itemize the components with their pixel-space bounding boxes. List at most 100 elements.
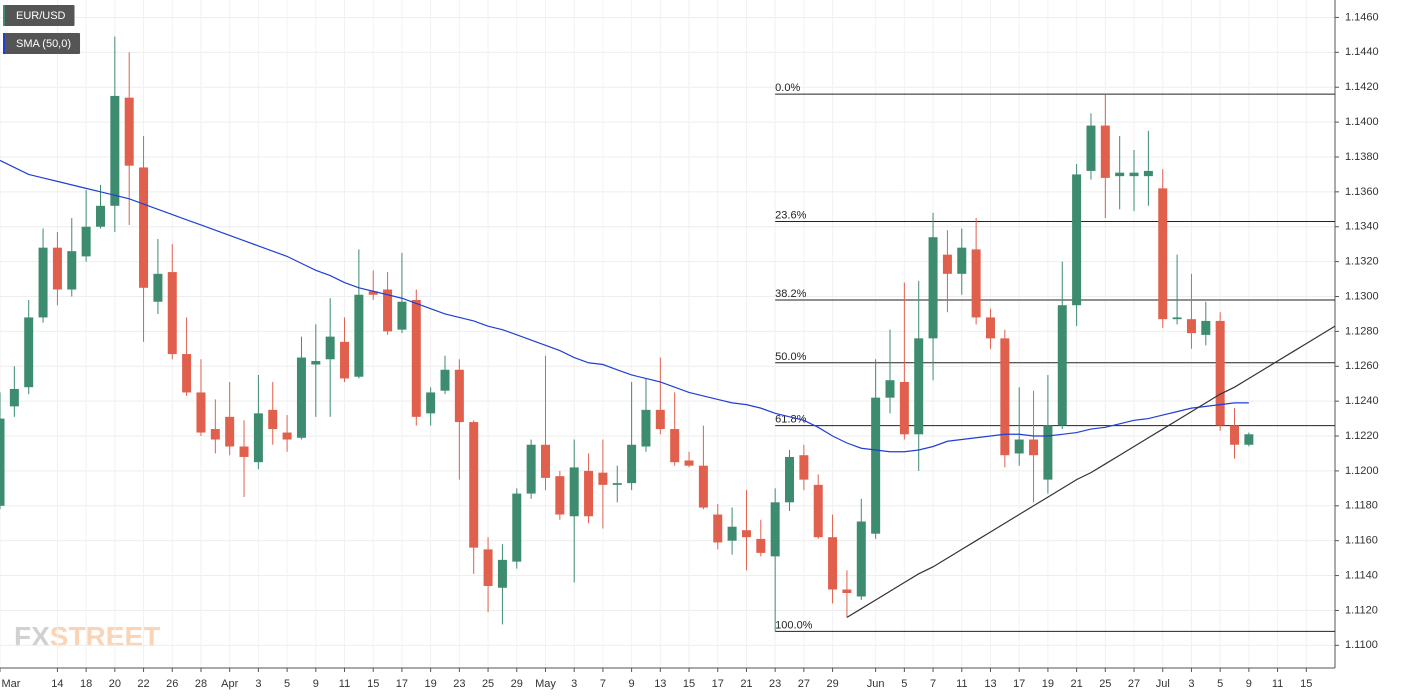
candle-body	[1115, 172, 1125, 177]
x-tick-label: 29	[511, 678, 523, 690]
candle-body	[1158, 188, 1168, 320]
x-tick-label: 3	[255, 678, 261, 690]
candle-body	[885, 380, 895, 398]
x-tick-label: Jul	[1156, 678, 1170, 690]
legend-box	[3, 5, 75, 26]
x-tick-label: 3	[571, 678, 577, 690]
fib-label: 100.0%	[775, 619, 813, 631]
candle-body	[756, 538, 766, 553]
x-tick-label: 17	[712, 678, 724, 690]
candle-body	[24, 317, 34, 388]
candle-body	[253, 413, 263, 463]
candle-body	[52, 247, 62, 290]
legend-swatch	[3, 5, 5, 26]
candle-body	[1172, 317, 1182, 320]
x-tick-label: 27	[798, 678, 810, 690]
candle-body	[411, 299, 421, 417]
x-tick-label: 23	[769, 678, 781, 690]
y-tick-label: 1.1140	[1345, 569, 1378, 581]
y-tick-label: 1.1440	[1345, 46, 1379, 58]
candle-body	[282, 432, 292, 440]
candle-body	[540, 444, 550, 478]
candle-body	[1186, 319, 1196, 334]
candle-body	[1072, 174, 1082, 306]
fib-label: 61.8%	[775, 414, 806, 426]
candle-body	[124, 97, 134, 166]
candle-body	[1043, 425, 1053, 480]
candle-body	[325, 336, 335, 360]
candle-body	[785, 456, 795, 503]
candle-body	[655, 409, 665, 430]
watermark-street: STREET	[50, 621, 160, 652]
sma-line	[0, 159, 1249, 453]
x-tick-label: 9	[313, 678, 319, 690]
candle-body	[110, 95, 120, 206]
x-tick-label: 20	[109, 678, 121, 690]
y-tick-label: 1.1360	[1345, 186, 1379, 198]
candle-body	[741, 530, 751, 538]
candle-body	[1215, 320, 1225, 426]
watermark: FXSTREET	[14, 621, 160, 652]
candle-body	[225, 416, 235, 447]
legend-box	[3, 33, 81, 54]
x-tick-label: 15	[367, 678, 379, 690]
x-tick-label: 25	[1099, 678, 1111, 690]
x-tick-label: May	[535, 678, 556, 690]
x-tick-label: 26	[166, 678, 178, 690]
candle-body	[598, 472, 608, 485]
x-tick-label: 11	[956, 678, 967, 690]
candle-body	[440, 369, 450, 391]
y-tick-label: 1.1400	[1345, 116, 1379, 128]
legend-swatch	[3, 33, 5, 54]
candle-body	[1201, 320, 1211, 335]
y-tick-label: 1.1260	[1345, 360, 1379, 372]
y-tick-label: 1.1340	[1345, 221, 1379, 233]
candle-body	[641, 409, 651, 447]
fib-label: 23.6%	[775, 210, 806, 222]
x-tick-label: 19	[1042, 678, 1054, 690]
x-tick-label: 21	[1070, 678, 1082, 690]
x-tick-label: 7	[600, 678, 606, 690]
candle-body	[1143, 170, 1153, 177]
x-tick-label: 5	[901, 678, 907, 690]
x-tick-label: Apr	[221, 678, 238, 690]
x-tick-label: 5	[1217, 678, 1223, 690]
candle-body	[196, 392, 206, 433]
candle-body	[1230, 425, 1240, 445]
candle-body	[1086, 125, 1096, 171]
legend-item: EUR/USD	[3, 5, 75, 26]
x-tick-label: 15	[683, 678, 695, 690]
candle-body	[512, 493, 522, 562]
x-tick-label: 3	[1188, 678, 1194, 690]
candle-body	[856, 521, 866, 597]
candle-body	[1100, 125, 1110, 178]
candle-body	[296, 357, 306, 438]
candle-body	[95, 205, 105, 227]
candle-body	[684, 460, 694, 466]
x-tick-label: 28	[195, 678, 207, 690]
candle-body	[627, 444, 637, 484]
candle-body	[81, 226, 91, 257]
y-tick-label: 1.1220	[1345, 430, 1379, 442]
x-tick-label: 15	[1300, 678, 1312, 690]
y-tick-label: 1.1160	[1345, 535, 1378, 547]
x-tick-label: 13	[984, 678, 996, 690]
candle-body	[469, 422, 479, 548]
y-tick-label: 1.1100	[1345, 639, 1378, 651]
y-tick-label: 1.1180	[1345, 500, 1378, 512]
y-tick-label: 1.1300	[1345, 290, 1379, 302]
fib-label: 0.0%	[775, 82, 800, 94]
x-tick-label: 11	[1272, 678, 1283, 690]
y-tick-label: 1.1420	[1345, 81, 1379, 93]
candle-body	[268, 409, 278, 430]
candle-body	[985, 317, 995, 339]
candle-body	[67, 251, 77, 290]
fib-label: 50.0%	[775, 351, 806, 363]
x-tick-label: 18	[80, 678, 92, 690]
candle-body	[1014, 439, 1024, 454]
y-tick-label: 1.1320	[1345, 256, 1379, 268]
candle-body	[1129, 172, 1139, 177]
